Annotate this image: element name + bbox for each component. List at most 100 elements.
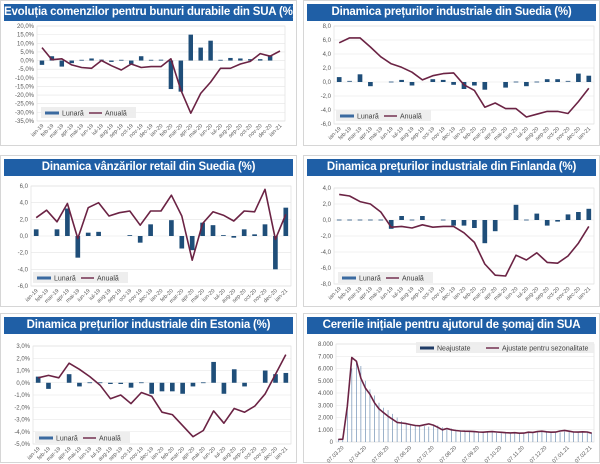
legend-label: Lunară [357,114,379,121]
bar [242,383,247,387]
y-tick-label: -30,0% [15,110,35,116]
bar [514,205,519,220]
bar [89,58,93,60]
chart-estonia-industrial-prices: 3,0%2,0%1,0%0,0%-1,0%-2,0%-3,0%-4,0%-5,0… [1,314,298,464]
y-tick-label: 3,0% [16,344,30,350]
y-tick-label: 6,0 [20,184,29,190]
y-tick-label: 20,0% [17,24,35,30]
bar [211,225,216,236]
y-tick-label: -35,0% [15,119,35,125]
bar [86,233,91,236]
bar [337,220,342,221]
bar [119,60,123,61]
chart-us-durable-goods: 20,0%15,0%10,0%5,0%0,0%-5,0%-10,0%-15,0%… [1,1,298,147]
plot-area [334,26,594,124]
chart-sweden-industrial-prices: 8,06,04,02,00,0-2,0-4,0-6,0ian-19feb-19m… [304,1,600,147]
bar [180,383,185,394]
bar [347,81,352,82]
y-tick-label: -2,0 [321,94,332,100]
chart-panel-finland-industrial-prices: Dinamica prețurilor industriale din Finl… [303,155,600,307]
line-series [339,38,589,117]
bar [534,214,539,220]
y-tick-label: -15,0% [15,84,35,90]
y-tick-label: 0,0% [20,59,34,65]
legend-label: Ajustate pentru sezonalitate [502,346,588,353]
y-tick-label: -6,0 [321,122,332,128]
line-series [339,194,589,276]
bar [198,48,202,61]
legend-label: Neajustate [437,346,471,353]
bar [190,236,195,250]
y-tick-label: 4,0 [20,201,29,207]
y-tick-label: -1,0% [14,393,30,399]
chart-sweden-retail-sales: 6,04,02,00,0-2,0-4,0-6,0ian-19feb-19mar-… [1,156,298,308]
x-tick-label: 07.11.20 [507,445,526,464]
x-tick-label: 07.12.20 [529,445,548,464]
y-tick-label: 6,0 [323,38,332,44]
bar [179,236,184,249]
bar [67,374,72,383]
y-tick-label: 2.000 [318,416,334,422]
bar [34,229,39,236]
bar [410,82,415,86]
bar [555,79,560,82]
bar [430,79,435,82]
bar [263,371,268,383]
y-tick-label: -3,0% [14,418,30,424]
y-tick-label: 2,0 [323,202,332,208]
bar [40,61,44,65]
bar [139,56,143,60]
y-tick-label: 15,0% [17,33,35,39]
y-tick-label: 1,0% [16,369,30,375]
bar [576,212,581,220]
bar [148,224,153,236]
bar [127,235,132,236]
y-tick-label: -2,0 [18,251,29,257]
line-series [36,189,286,260]
y-tick-label: -4,0% [14,430,30,436]
y-tick-label: 4.000 [318,391,334,397]
y-tick-label: 3.000 [318,403,334,409]
legend-label: Lunară [359,276,381,283]
bar [493,220,498,231]
bar [242,229,247,236]
bar [69,61,73,64]
y-tick-label: 2,0% [16,356,30,362]
bar [410,220,415,221]
x-tick-label: 07.08.20 [439,445,458,464]
bar [586,209,591,220]
bar [46,383,51,389]
legend-label: Lunară [62,111,84,118]
legend-label: Anuală [105,111,127,118]
bar [514,82,519,83]
legend-label: Lunară [56,436,78,443]
bar [211,362,216,383]
bar [108,383,113,384]
bar [482,82,487,90]
bar [258,59,262,60]
bar [566,81,571,82]
bar [65,209,70,237]
legend-swatch-bar [37,277,51,280]
bar [149,60,153,61]
bar [191,383,196,387]
bar [283,208,288,236]
bar [545,220,550,226]
chart-panel-estonia-industrial-prices: Dinamica prețurilor industriale din Esto… [0,313,297,463]
bar [534,82,539,83]
y-tick-label: -2,0% [14,405,30,411]
bar [378,220,383,221]
line-series [42,48,280,114]
chart-us-jobless-claims: 8.0007.0006.0005.0004.0003.0002.0001.000… [304,314,600,464]
bar [524,82,529,86]
bar [238,58,242,60]
chart-finland-industrial-prices: 4,02,00,0-2,0-4,0-6,0-8,0ian-19feb-19mar… [304,156,600,308]
x-tick-label: 07.03.20 [326,445,345,464]
bar [160,383,165,392]
bar [60,61,64,67]
bar [208,41,212,61]
chart-panel-sweden-industrial-prices: Dinamica prețurilor industriale din Sued… [303,0,600,146]
bar [77,383,82,387]
bar [222,383,227,394]
legend-label: Anuală [97,276,119,283]
